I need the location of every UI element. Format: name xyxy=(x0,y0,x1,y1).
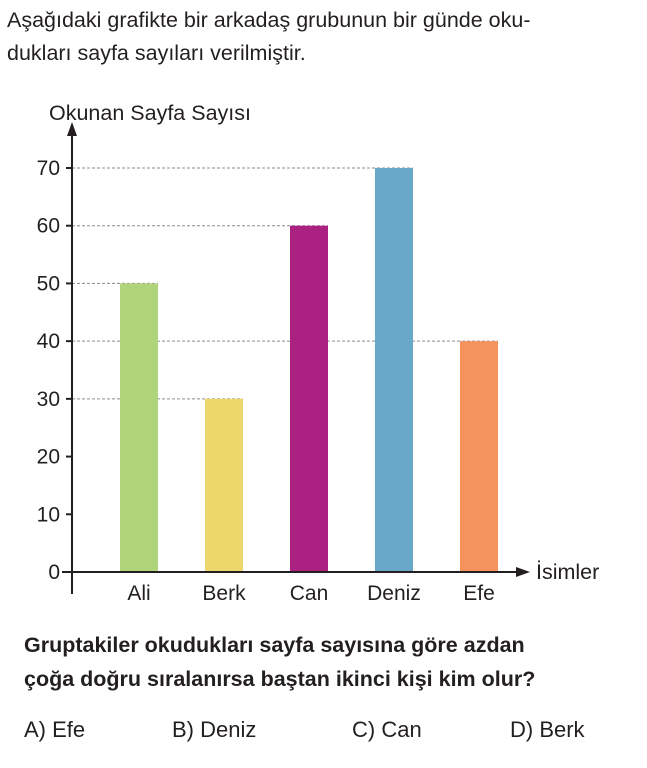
y-axis-arrow xyxy=(67,122,77,136)
y-tick-label: 70 xyxy=(37,157,60,180)
bar-berk xyxy=(205,398,243,572)
y-tick-label: 60 xyxy=(37,215,60,238)
x-tick-label: Ali xyxy=(127,582,150,605)
x-tick-label: Efe xyxy=(463,582,495,605)
bar-ali xyxy=(120,283,158,572)
option-b[interactable]: B) Deniz xyxy=(172,717,257,742)
question-line-1: Gruptakiler okudukları sayfa sayısına gö… xyxy=(24,633,525,657)
option-d[interactable]: D) Berk xyxy=(510,717,585,742)
y-tick-label: 50 xyxy=(37,272,60,295)
intro-line-1: Aşağıdaki grafikte bir arkadaş grubunun … xyxy=(7,8,531,32)
answer-options: A) Efe B) Deniz C) Can D) Berk xyxy=(0,714,647,750)
intro-text: Aşağıdaki grafikte bir arkadaş grubunun … xyxy=(7,4,637,70)
y-tick-label: 10 xyxy=(37,503,60,526)
intro-line-2: dukları sayfa sayıları verilmiştir. xyxy=(7,41,306,65)
y-tick-label: 0 xyxy=(48,561,60,584)
y-axis-title: Okunan Sayfa Sayısı xyxy=(49,101,251,125)
x-axis-title: İsimler xyxy=(536,560,599,584)
x-tick-label: Berk xyxy=(202,582,246,605)
question-text: Gruptakiler okudukları sayfa sayısına gö… xyxy=(24,628,634,696)
x-tick-label: Can xyxy=(290,582,329,605)
y-tick-label: 20 xyxy=(37,446,60,469)
y-tick-label: 40 xyxy=(37,330,60,353)
question-line-2: çoğa doğru sıralanırsa baştan ikinci kiş… xyxy=(24,667,536,691)
bar-efe xyxy=(460,341,498,572)
option-a[interactable]: A) Efe xyxy=(24,717,86,742)
y-tick-label: 30 xyxy=(37,388,60,411)
option-c[interactable]: C) Can xyxy=(352,717,422,742)
x-axis-arrow xyxy=(516,567,530,577)
x-tick-label: Deniz xyxy=(367,582,421,605)
bar-chart: Okunan Sayfa Sayısı İsimler 0 10 20 30 40 50 6… xyxy=(0,88,647,628)
bar-can xyxy=(290,225,328,572)
bar-deniz xyxy=(375,168,413,572)
bar-chart-svg: Okunan Sayfa Sayısı İsimler 0 10 20 30 40 50 6… xyxy=(37,101,600,605)
